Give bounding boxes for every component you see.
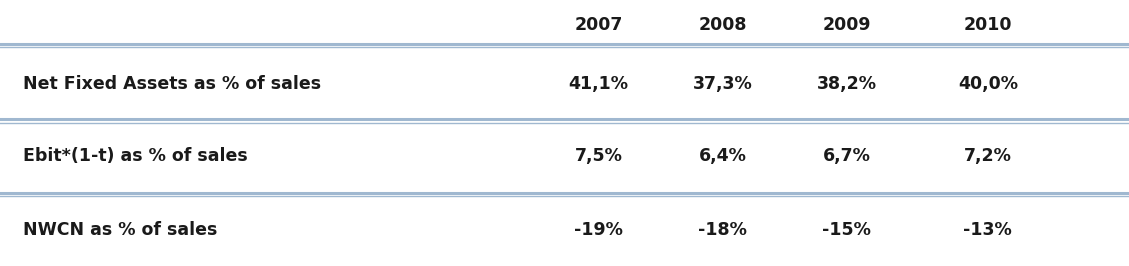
Text: 40,0%: 40,0% — [957, 75, 1018, 93]
Text: 41,1%: 41,1% — [568, 75, 629, 93]
Text: 7,2%: 7,2% — [964, 147, 1012, 165]
Text: -15%: -15% — [822, 221, 872, 239]
Text: 7,5%: 7,5% — [575, 147, 622, 165]
Text: Net Fixed Assets as % of sales: Net Fixed Assets as % of sales — [23, 75, 321, 93]
Text: NWCN as % of sales: NWCN as % of sales — [23, 221, 217, 239]
Text: 6,4%: 6,4% — [699, 147, 746, 165]
Text: 2009: 2009 — [823, 16, 870, 34]
Text: 6,7%: 6,7% — [823, 147, 870, 165]
Text: Ebit*(1-t) as % of sales: Ebit*(1-t) as % of sales — [23, 147, 247, 165]
Text: 2010: 2010 — [964, 16, 1012, 34]
Text: 38,2%: 38,2% — [816, 75, 877, 93]
Text: -19%: -19% — [574, 221, 623, 239]
Text: 2007: 2007 — [575, 16, 622, 34]
Text: -13%: -13% — [963, 221, 1013, 239]
Text: -18%: -18% — [698, 221, 747, 239]
Text: 2008: 2008 — [699, 16, 746, 34]
Text: 37,3%: 37,3% — [693, 75, 752, 93]
